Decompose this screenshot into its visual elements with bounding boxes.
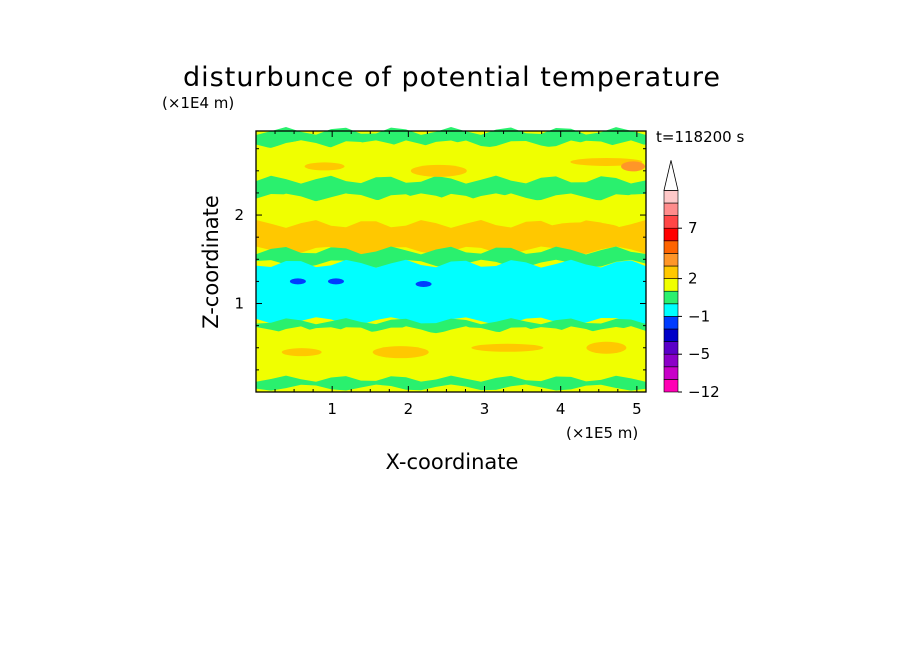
colorbar-label: 2: [688, 270, 698, 288]
x-tick-label: 2: [404, 400, 414, 418]
contour-band: [256, 193, 646, 228]
contour-patch: [372, 346, 429, 359]
contour-patch: [304, 162, 345, 171]
colorbar-box: [663, 202, 679, 216]
y-axis-label: Z-coordinate: [199, 195, 223, 329]
chart-title: disturbunce of potential temperature: [183, 62, 721, 93]
y-axis: 12: [234, 148, 646, 393]
colorbar-label: −1: [688, 307, 710, 325]
contour-band: [256, 259, 646, 326]
temperature-field: [256, 127, 646, 392]
y-unit-label: (×1E4 m): [162, 94, 234, 112]
x-tick-label: 4: [556, 400, 566, 418]
colorbar-box: [663, 190, 679, 204]
contour-patch: [410, 164, 467, 177]
colorbar-extension: [663, 160, 679, 191]
contour-patch: [471, 343, 544, 352]
time-label: t=118200 s: [656, 128, 744, 146]
contour-patch: [281, 348, 322, 357]
contour-patch: [289, 278, 306, 285]
colorbar-box: [663, 253, 679, 267]
contour-patch: [415, 281, 432, 288]
contour-band: [256, 140, 646, 184]
x-tick-label: 1: [327, 400, 337, 418]
contour-patch: [547, 222, 620, 235]
colorbar-box: [663, 303, 679, 317]
x-tick-label: 5: [632, 400, 642, 418]
colorbar-label: −12: [688, 383, 720, 401]
x-axis-label: X-coordinate: [386, 450, 519, 474]
x-axis: 1 2 3 4 5: [255, 131, 642, 418]
colorbar-box: [663, 227, 679, 242]
colorbar-box: [663, 265, 679, 279]
colorbar-box: [663, 240, 679, 254]
contour-patch: [621, 161, 646, 172]
colorbar-label: 7: [688, 219, 698, 237]
colorbar-box: [663, 353, 679, 368]
colorbar-box: [663, 278, 679, 292]
colorbar-label: −5: [688, 345, 710, 363]
plot-frame: [255, 130, 647, 393]
contour-patch: [448, 233, 505, 242]
contour-band: [256, 175, 646, 202]
contour-patch: [319, 235, 360, 248]
colorbar: 7 2 −1 −5 −12: [663, 160, 720, 401]
colorbar-box: [663, 379, 679, 393]
colorbar-box: [663, 366, 679, 380]
x-unit-label: (×1E5 m): [566, 424, 638, 442]
y-tick-label: 2: [234, 206, 244, 224]
x-tick-label: 3: [480, 400, 490, 418]
colorbar-box: [663, 290, 679, 305]
colorbar-box: [663, 341, 679, 355]
y-tick-label: 1: [234, 295, 244, 313]
colorbar-box: [663, 215, 679, 229]
colorbar-box: [663, 328, 679, 342]
contour-patch: [327, 278, 344, 285]
contour-band: [256, 375, 646, 391]
contour-band: [256, 326, 646, 383]
contour-patch: [586, 341, 627, 354]
colorbar-box: [663, 316, 679, 330]
